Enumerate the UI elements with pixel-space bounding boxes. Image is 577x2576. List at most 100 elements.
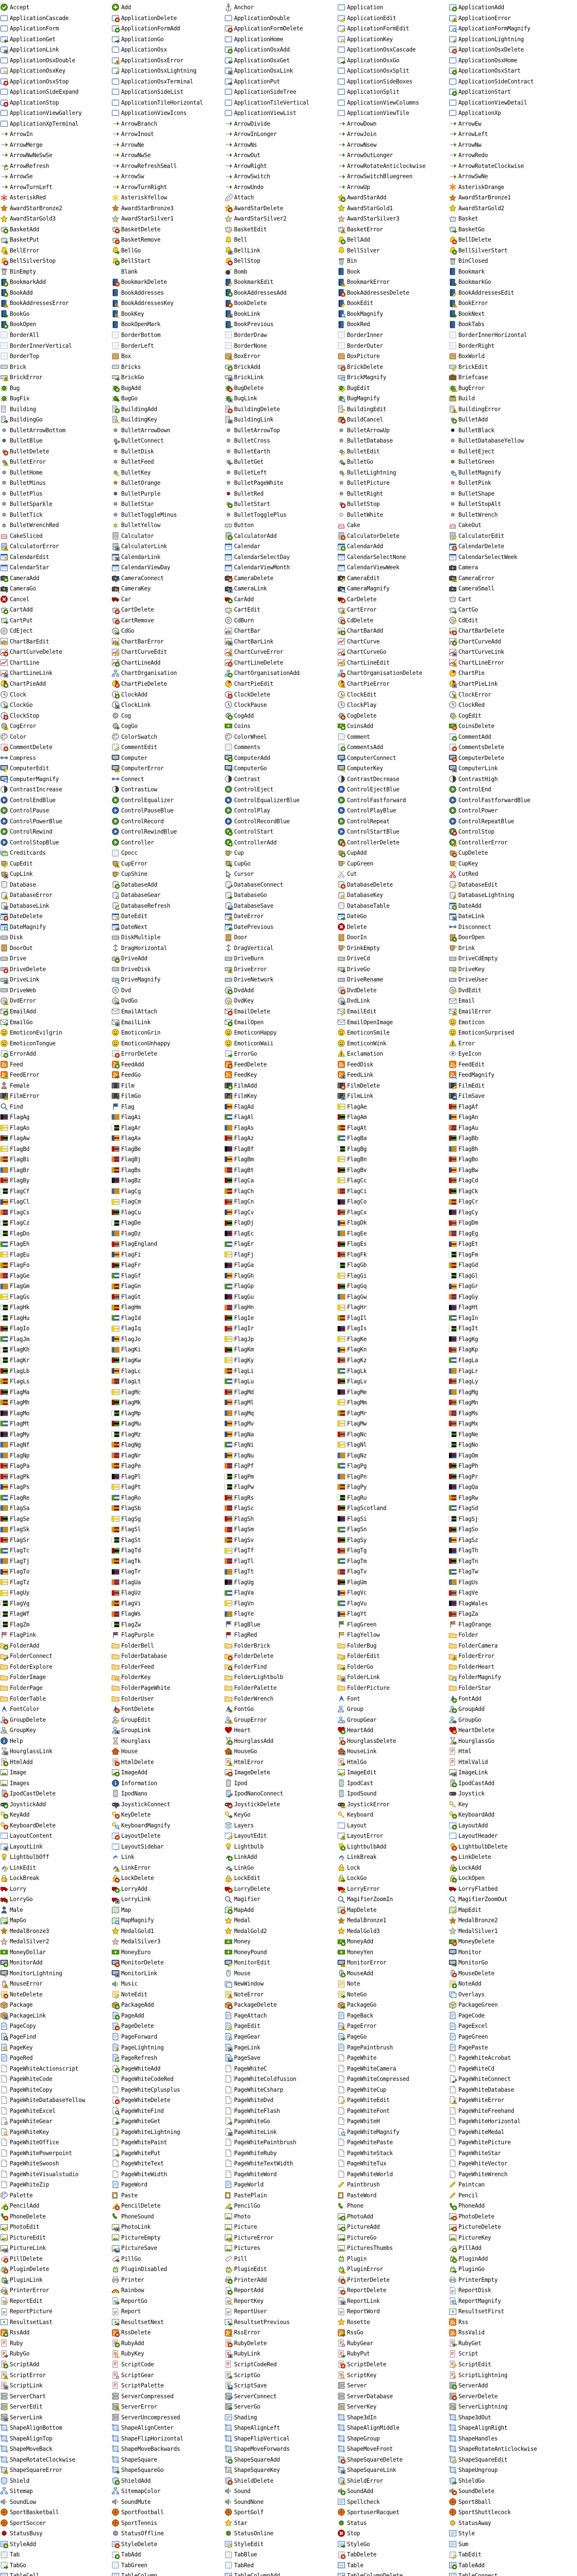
icon-entry[interactable]: FilmAdd (224, 1080, 337, 1091)
icon-entry[interactable]: BrickLink (224, 372, 337, 383)
icon-entry[interactable]: Tab (0, 2549, 111, 2560)
icon-entry[interactable]: DiskMultiple (111, 932, 224, 943)
icon-entry[interactable]: ControlEject (224, 784, 337, 795)
icon-entry[interactable]: PageWhiteCup (337, 2084, 449, 2095)
icon-entry[interactable]: CupDelete (449, 848, 577, 858)
icon-entry[interactable]: Ipod (224, 1778, 337, 1789)
icon-entry[interactable]: ClockDelete (224, 689, 337, 700)
icon-entry[interactable]: BuildingLink (224, 414, 337, 425)
icon-entry[interactable]: MapEdit (449, 1905, 577, 1916)
icon-entry[interactable]: FlagJo (111, 1334, 224, 1345)
icon-entry[interactable]: Cросс (111, 848, 224, 858)
icon-entry[interactable]: FolderLink (337, 1672, 449, 1683)
icon-entry[interactable]: DvdEdit (449, 985, 577, 996)
icon-entry[interactable]: CameraLink (224, 583, 337, 594)
icon-entry[interactable]: FlagSe (0, 1514, 111, 1524)
icon-entry[interactable]: PageWhitePaintbrush (224, 2137, 337, 2148)
icon-entry[interactable]: CupError (111, 858, 224, 869)
icon-entry[interactable]: FlagIo (0, 1323, 111, 1334)
icon-entry[interactable]: FlagCi (337, 1186, 449, 1197)
icon-entry[interactable]: BookAddressesKey (111, 298, 224, 309)
icon-entry[interactable]: PrinterEmpty (449, 2275, 577, 2285)
icon-entry[interactable]: ControlRepeatBlue (449, 816, 577, 827)
icon-entry[interactable]: MedalSilver3 (111, 1936, 224, 1947)
icon-entry[interactable]: BookPrevious (224, 319, 337, 330)
icon-entry[interactable]: FlagPs (0, 1482, 111, 1493)
icon-entry[interactable]: BasketEdit (224, 224, 337, 235)
icon-entry[interactable]: Note (337, 1978, 449, 1989)
icon-entry[interactable]: LayoutEdit (224, 1831, 337, 1841)
icon-entry[interactable]: FlagPf (224, 1461, 337, 1471)
icon-entry[interactable]: PageWhitePaint (111, 2137, 224, 2148)
icon-entry[interactable]: MonitorAdd (0, 1957, 111, 1968)
icon-entry[interactable]: PackageGo (337, 1999, 449, 2010)
icon-entry[interactable]: PageWhiteConnect (449, 2074, 577, 2084)
icon-entry[interactable]: NoteEdit (111, 1989, 224, 2000)
icon-entry[interactable]: ApplicationFormMagnify (449, 23, 577, 34)
icon-entry[interactable]: GroupDelete (0, 1715, 111, 1725)
icon-entry[interactable]: CakeOut (449, 520, 577, 531)
icon-entry[interactable]: FlagSg (111, 1514, 224, 1524)
icon-entry[interactable]: Rainbow (111, 2285, 224, 2296)
icon-entry[interactable]: PageWhiteH (337, 2116, 449, 2127)
icon-entry[interactable]: PageWhitePaste (337, 2137, 449, 2148)
icon-entry[interactable]: ChartOrganisationAdd (224, 668, 337, 679)
icon-entry[interactable]: FlagWs (111, 1608, 224, 1619)
icon-entry[interactable]: FlagSn (337, 1524, 449, 1535)
icon-entry[interactable]: DatabaseDelete (337, 879, 449, 890)
icon-entry[interactable]: CupLink (0, 869, 111, 879)
icon-entry[interactable]: ClockEdit (337, 689, 449, 700)
icon-entry[interactable]: SoundDelete (449, 2486, 577, 2497)
icon-entry[interactable]: ClockPlay (337, 700, 449, 710)
icon-entry[interactable]: BookmarkDelete (111, 277, 224, 287)
icon-entry[interactable]: Computer (111, 753, 224, 764)
icon-entry[interactable]: BrickDelete (337, 362, 449, 372)
icon-entry[interactable]: FlagAo (0, 1123, 111, 1133)
icon-entry[interactable]: PageAttach (224, 2010, 337, 2021)
icon-entry[interactable]: Picture (224, 2222, 337, 2232)
icon-entry[interactable]: ArrowInLonger (224, 129, 337, 140)
icon-entry[interactable]: ShapeAlignBottom (0, 2422, 111, 2433)
icon-entry[interactable]: FlagGf (111, 1270, 224, 1281)
icon-entry[interactable]: Lorry (0, 1884, 111, 1894)
icon-entry[interactable]: PageWhitePowerpoint (0, 2148, 111, 2159)
icon-entry[interactable]: CarDelete (337, 594, 449, 605)
icon-entry[interactable]: FlagAw (0, 1133, 111, 1144)
icon-entry[interactable]: PictureEdit (0, 2232, 111, 2243)
icon-entry[interactable]: BasketDelete (111, 224, 224, 235)
icon-entry[interactable]: ShapeSquareDelete (337, 2454, 449, 2465)
icon-entry[interactable]: PageWhiteMedal (449, 2127, 577, 2138)
icon-entry[interactable]: RubyKey (111, 2348, 224, 2359)
icon-entry[interactable]: BulletStopAlt (449, 499, 577, 510)
icon-entry[interactable]: ApplicationXp (449, 108, 577, 118)
icon-entry[interactable]: FlagMs (449, 1408, 577, 1419)
icon-entry[interactable]: Cursor (224, 869, 337, 879)
icon-entry[interactable]: CameraAdd (0, 573, 111, 584)
icon-entry[interactable]: FlagMa (0, 1387, 111, 1398)
icon-entry[interactable]: FlagPink (0, 1630, 111, 1640)
icon-entry[interactable]: FlagCs (0, 1207, 111, 1218)
icon-entry[interactable]: Shield (0, 2476, 111, 2486)
icon-entry[interactable]: ReportDelete (337, 2285, 449, 2296)
icon-entry[interactable]: FlagLu (224, 1376, 337, 1387)
icon-entry[interactable]: FolderError (449, 1651, 577, 1662)
icon-entry[interactable]: Medal (224, 1915, 337, 1926)
icon-entry[interactable]: FlagAs (224, 1123, 337, 1133)
icon-entry[interactable]: FolderBell (111, 1640, 224, 1651)
icon-entry[interactable]: FlagBb (449, 1133, 577, 1144)
icon-entry[interactable]: ControlStart (224, 826, 337, 837)
icon-entry[interactable]: Paintbrush (337, 2179, 449, 2190)
icon-entry[interactable]: ShieldDelete (224, 2476, 337, 2486)
icon-entry[interactable]: FlagKy (224, 1355, 337, 1366)
icon-entry[interactable]: ErrorGo (224, 1048, 337, 1059)
icon-entry[interactable]: FlagCc (337, 1175, 449, 1186)
icon-entry[interactable]: BulletYellow (111, 520, 224, 531)
icon-entry[interactable]: ComputerError (111, 763, 224, 774)
icon-entry[interactable]: PageWhiteCplusplus (111, 2084, 224, 2095)
icon-entry[interactable]: BulletStar (111, 499, 224, 510)
icon-entry[interactable]: PastePlain (224, 2190, 337, 2201)
icon-entry[interactable]: FlagNo (449, 1439, 577, 1450)
icon-entry[interactable]: FlagRu (337, 1493, 449, 1503)
icon-entry[interactable]: EmoticonSmile (337, 1027, 449, 1038)
icon-entry[interactable]: BookAdd (0, 287, 111, 298)
